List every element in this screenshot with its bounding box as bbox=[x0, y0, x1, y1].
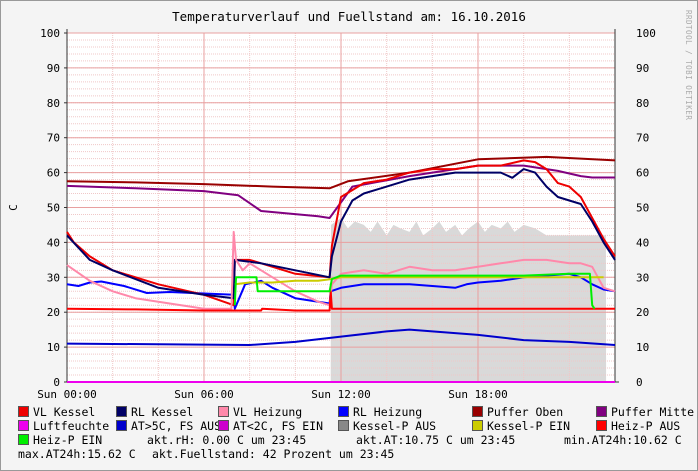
legend-swatch bbox=[18, 420, 29, 431]
chart-title: Temperaturverlauf und Fuellstand am: 16.… bbox=[172, 9, 526, 24]
legend-label: Kessel-P EIN bbox=[487, 419, 571, 433]
y-tick-label-left: 70 bbox=[47, 132, 60, 145]
legend-label: AT<2C, FS EIN bbox=[233, 419, 324, 433]
legend-swatch bbox=[218, 420, 229, 431]
legend-swatch bbox=[18, 434, 29, 445]
legend-swatch bbox=[596, 420, 607, 431]
y-tick-label-right: 70 bbox=[636, 132, 649, 145]
legend-label: VL Heizung bbox=[233, 405, 303, 419]
legend-item: RL Kessel bbox=[116, 405, 193, 419]
y-tick-label-right: 80 bbox=[636, 97, 649, 110]
legend-label: Heiz-P AUS bbox=[611, 419, 681, 433]
legend-label: AT>5C, FS AUS bbox=[131, 419, 222, 433]
series-kessel-p-ein bbox=[234, 276, 604, 286]
y-tick-label-right: 100 bbox=[636, 27, 656, 40]
legend-swatch bbox=[116, 420, 127, 431]
series-puffer-oben bbox=[66, 155, 616, 190]
info-fuellstand: akt.Fuellstand: 42 Prozent um 23:45 bbox=[152, 447, 395, 461]
y-tick-label-left: 100 bbox=[40, 27, 60, 40]
info-min: min.AT24h:10.62 C bbox=[564, 433, 682, 447]
legend-label: Kessel-P AUS bbox=[353, 419, 437, 433]
y-tick-label-left: 30 bbox=[47, 271, 60, 284]
y-axis-label: C bbox=[7, 204, 20, 211]
y-tick-label-right: 0 bbox=[636, 376, 643, 389]
series-heiz-p-aus bbox=[66, 290, 615, 312]
y-tick-label-right: 40 bbox=[636, 236, 649, 249]
info-rh: akt.rH: 0.00 C um 23:45 bbox=[147, 433, 307, 447]
y-tick-label-right: 10 bbox=[636, 341, 649, 354]
legend-item: VL Kessel bbox=[18, 405, 95, 419]
y-tick-label-right: 60 bbox=[636, 167, 649, 180]
watermark: RRDTOOL / TOBI OETIKER bbox=[684, 10, 693, 121]
legend-item: VL Heizung bbox=[218, 405, 302, 419]
y-tick-label-right: 50 bbox=[636, 202, 649, 215]
series-at-5c-fs-aus bbox=[66, 328, 616, 346]
legend-swatch bbox=[218, 406, 229, 417]
series-heiz-p-ein bbox=[233, 272, 596, 310]
legend-label: Puffer Mitte bbox=[611, 405, 695, 419]
legend-swatch bbox=[116, 406, 127, 417]
series-rl-kessel bbox=[66, 168, 616, 300]
legend-label: RL Kessel bbox=[131, 405, 194, 419]
legend-swatch bbox=[472, 406, 483, 417]
legend-swatch bbox=[338, 406, 349, 417]
x-tick-label: Sun 12:00 bbox=[311, 388, 371, 401]
y-tick-label-left: 60 bbox=[47, 167, 60, 180]
legend-item: Kessel-P AUS bbox=[338, 419, 436, 433]
y-tick-label-right: 20 bbox=[636, 306, 649, 319]
y-tick-label-left: 80 bbox=[47, 97, 60, 110]
y-tick-label-left: 10 bbox=[47, 341, 60, 354]
legend-swatch bbox=[338, 420, 349, 431]
y-tick-label-left: 90 bbox=[47, 62, 60, 75]
y-tick-label-right: 90 bbox=[636, 62, 649, 75]
legend-item: Luftfeuchte bbox=[18, 419, 109, 433]
y-tick-label-left: 0 bbox=[53, 376, 60, 389]
info-at: akt.AT:10.75 C um 23:45 bbox=[356, 433, 516, 447]
legend-item: Puffer Mitte bbox=[596, 405, 694, 419]
legend-label: VL Kessel bbox=[33, 405, 96, 419]
legend-label: Luftfeuchte bbox=[33, 419, 110, 433]
legend-item: Kessel-P EIN bbox=[472, 419, 570, 433]
legend-item: AT>5C, FS AUS bbox=[116, 419, 221, 433]
series-puffer-mitte bbox=[66, 164, 615, 219]
y-tick-label-left: 40 bbox=[47, 236, 60, 249]
legend-item: Heiz-P EIN bbox=[18, 433, 102, 447]
legend-label: Heiz-P EIN bbox=[33, 433, 103, 447]
info-max: max.AT24h:15.62 C bbox=[18, 447, 136, 461]
legend-swatch bbox=[18, 406, 29, 417]
legend-label: RL Heizung bbox=[353, 405, 423, 419]
legend-item: Heiz-P AUS bbox=[596, 419, 680, 433]
legend-label: Puffer Oben bbox=[487, 405, 564, 419]
legend-item: Puffer Oben bbox=[472, 405, 563, 419]
y-tick-label-left: 20 bbox=[47, 306, 60, 319]
legend-swatch bbox=[596, 406, 607, 417]
x-tick-label: Sun 18:00 bbox=[448, 388, 508, 401]
y-tick-label-left: 50 bbox=[47, 202, 60, 215]
x-tick-label: Sun 06:00 bbox=[174, 388, 234, 401]
legend-item: AT<2C, FS EIN bbox=[218, 419, 323, 433]
legend-item: RL Heizung bbox=[338, 405, 422, 419]
x-tick-label: Sun 00:00 bbox=[37, 388, 97, 401]
legend-swatch bbox=[472, 420, 483, 431]
y-tick-label-right: 30 bbox=[636, 271, 649, 284]
